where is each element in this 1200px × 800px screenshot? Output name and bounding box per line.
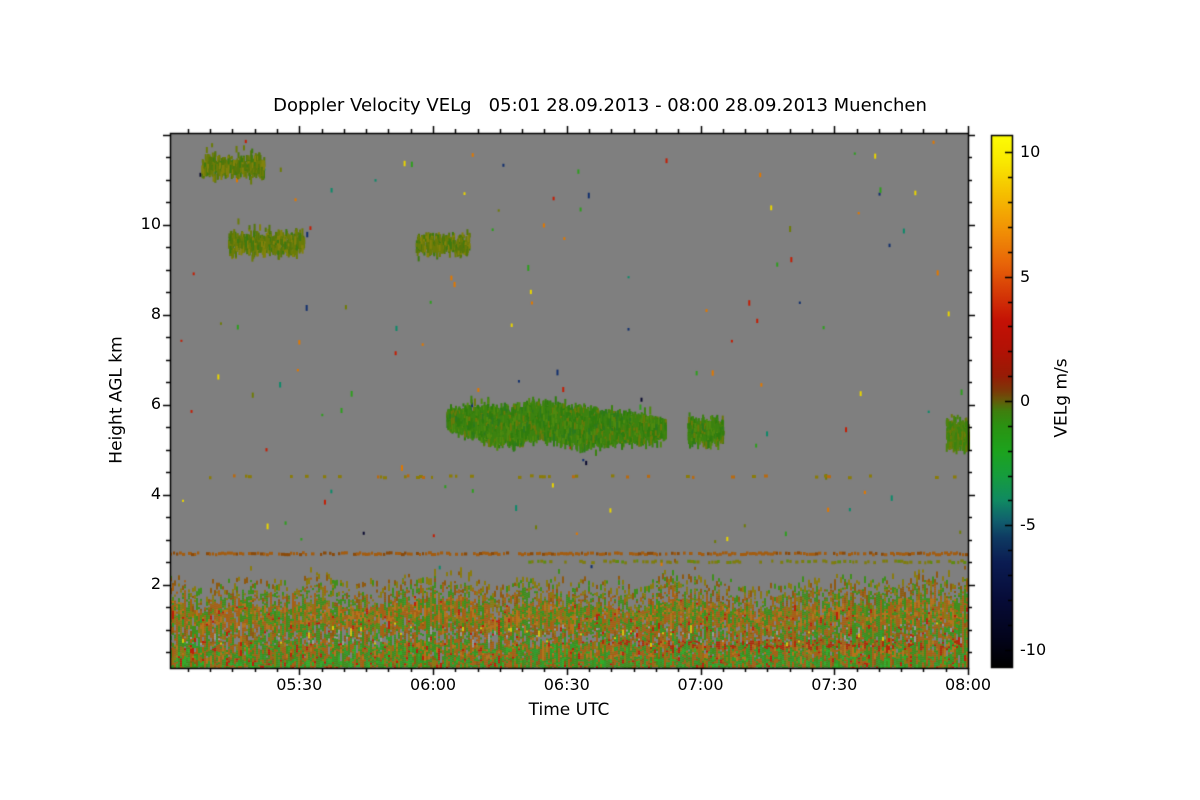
y-axis-title: Height AGL km	[106, 336, 127, 464]
colorbar-title: VELg m/s	[1051, 358, 1072, 438]
y-tick-label-8: 8	[150, 303, 161, 323]
colorbar-tick-label-10: 10	[1020, 142, 1041, 162]
y-tick-label-2: 2	[150, 573, 161, 593]
x-tick-label-0800: 08:00	[944, 675, 992, 694]
colorbar-tick-label-0: 0	[1020, 391, 1031, 410]
colorbar-tick-label-neg5: -5	[1020, 515, 1036, 535]
x-tick-label-0600: 06:00	[409, 675, 457, 694]
x-axis-title: Time UTC	[528, 700, 610, 720]
x-tick-label-0730: 07:30	[811, 675, 858, 694]
y-tick-label-4: 4	[150, 483, 161, 503]
x-tick-label-0530: 05:30	[276, 675, 323, 694]
y-tick-label-10: 10	[140, 213, 161, 233]
colorbar-tick-label-neg10: -10	[1020, 639, 1047, 659]
x-tick-label-0630: 06:30	[543, 675, 590, 694]
y-tick-label-6: 6	[150, 393, 161, 413]
chart-title: Doppler Velocity VELg 05:01 28.09.2013 -…	[273, 95, 927, 116]
x-tick-label-0700: 07:00	[677, 675, 724, 694]
colorbar-tick-label-5: 5	[1020, 266, 1031, 286]
